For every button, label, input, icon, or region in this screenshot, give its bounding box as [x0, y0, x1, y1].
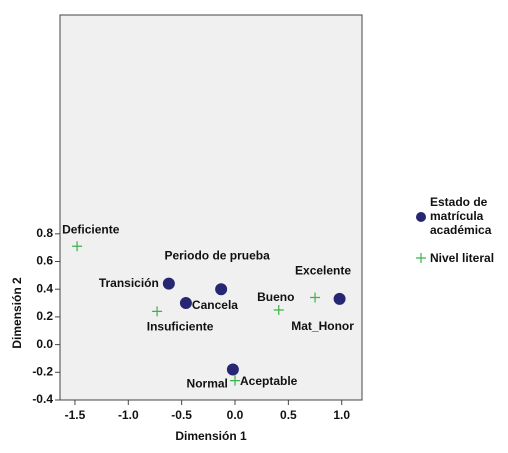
point-label: Bueno — [257, 290, 294, 304]
legend-marker — [416, 253, 426, 263]
point — [72, 241, 83, 252]
x-tick-label: -0.5 — [171, 408, 192, 422]
point-label: Excelente — [295, 264, 351, 278]
x-tick-label: -1.0 — [118, 408, 139, 422]
point-label: Mat_Honor — [291, 319, 354, 333]
point-label: Insuficiente — [147, 320, 214, 334]
point-label: Aceptable — [240, 374, 298, 388]
point — [162, 277, 175, 290]
point-label: Cancela — [192, 298, 238, 312]
y-tick-label: 0.6 — [36, 254, 53, 268]
y-tick-label: -0.4 — [32, 392, 53, 406]
x-tick-label: 0.0 — [227, 408, 244, 422]
x-tick-label: 1.0 — [333, 408, 350, 422]
point-label: Normal — [187, 377, 228, 391]
legend-title: Estado de matrícula académica — [430, 195, 492, 237]
point — [333, 292, 346, 305]
point — [226, 363, 239, 376]
x-tick-label: 0.5 — [280, 408, 297, 422]
legend-label: Nivel literal — [430, 251, 495, 265]
point — [215, 283, 228, 296]
point — [152, 306, 163, 317]
y-tick-label: 0.8 — [36, 226, 53, 240]
point — [230, 375, 241, 386]
plot-area — [59, 14, 363, 401]
point-label: Periodo de prueba — [164, 248, 270, 262]
point-label: Transición — [99, 276, 159, 290]
y-tick-label: 0.2 — [36, 309, 53, 323]
y-tick-label: 0.0 — [36, 337, 53, 351]
y-axis-label: Dimensión 2 — [10, 277, 24, 349]
legend-marker — [416, 212, 426, 222]
point-label: Deficiente — [62, 222, 120, 236]
x-axis-label: Dimensión 1 — [175, 429, 247, 443]
point — [273, 304, 284, 315]
y-tick-label: -0.2 — [32, 364, 53, 378]
x-tick-label: -1.5 — [65, 408, 86, 422]
point — [179, 297, 192, 310]
point — [310, 292, 321, 303]
y-tick-label: 0.4 — [36, 281, 53, 295]
